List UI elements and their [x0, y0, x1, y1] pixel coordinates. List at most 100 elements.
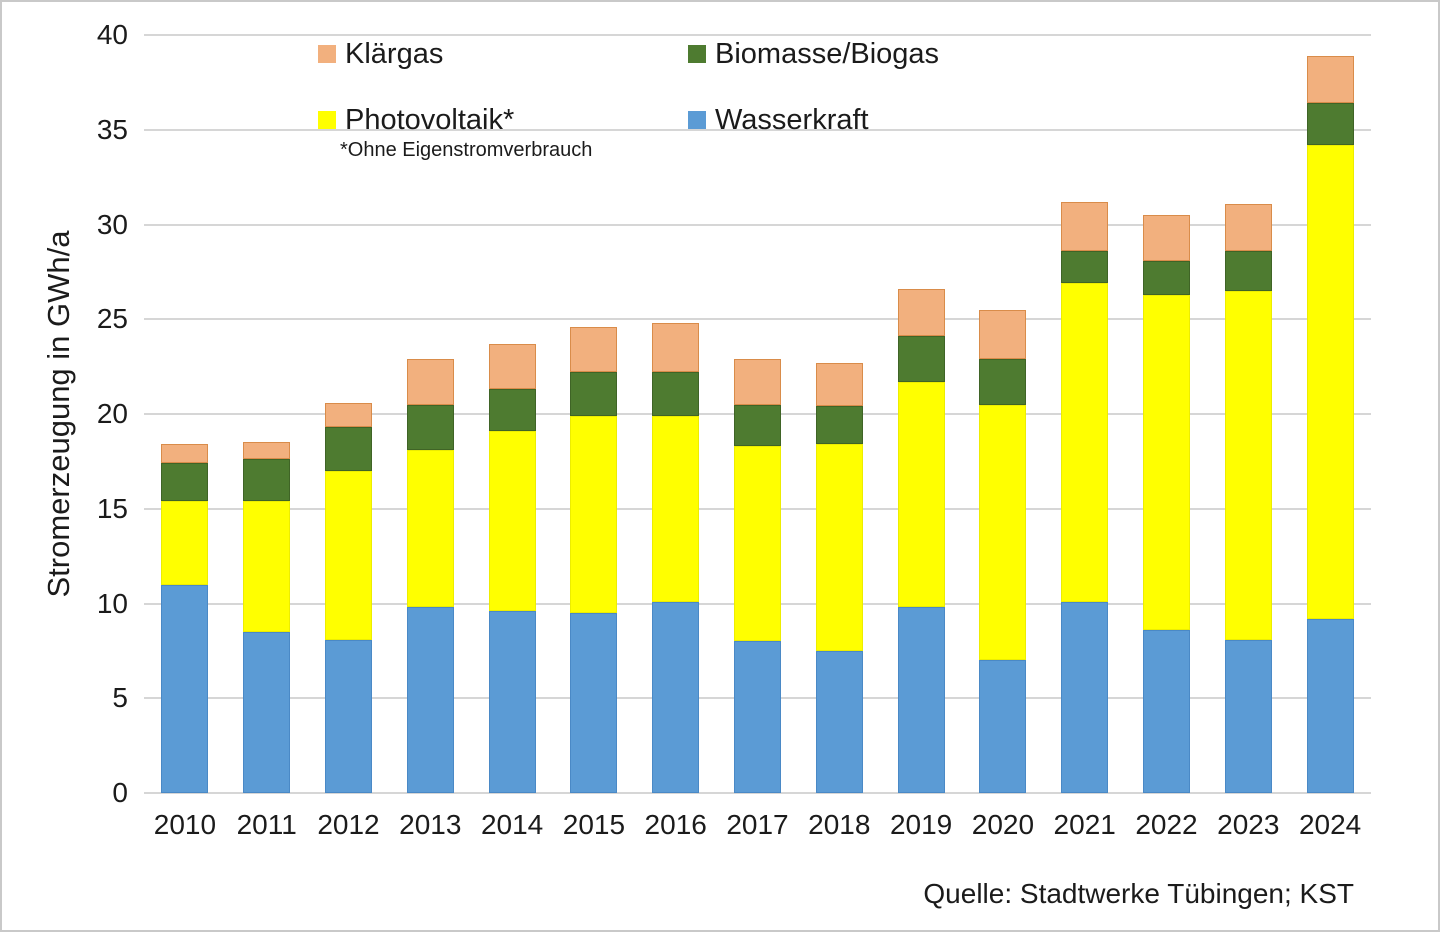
x-tick-label-2024: 2024 — [1298, 809, 1362, 840]
bar-segment-2011-photovoltaik — [243, 501, 291, 632]
bar-segment-2019-photovoltaik — [897, 381, 945, 608]
bar-segment-2013-photovoltaik — [406, 450, 454, 608]
bar-segment-2010-wasserkraft — [161, 584, 209, 793]
y-tick-label-35: 35 — [96, 113, 128, 145]
bar-segment-2024-photovoltaik — [1306, 144, 1354, 619]
gridline-40 — [144, 34, 1371, 36]
source-caption: Quelle: Stadtwerke Tübingen; KST — [923, 878, 1354, 909]
bar-segment-2018-wasserkraft — [815, 650, 863, 793]
bar-segment-2016-biomasse-biogas — [652, 372, 700, 416]
gridline-0 — [144, 792, 1371, 794]
bar-segment-2021-photovoltaik — [1061, 283, 1109, 602]
legend-swatch-wasserkraft — [688, 111, 706, 129]
bar-segment-2021-biomasse-biogas — [1061, 251, 1109, 284]
bar-segment-2022-biomasse-biogas — [1143, 260, 1190, 295]
legend-swatch-biomasse-biogas — [688, 45, 706, 63]
legend-item-wasserkraft: Wasserkraft — [688, 103, 869, 137]
gridline-25 — [144, 318, 1371, 321]
bar-segment-2012-biomasse-biogas — [325, 427, 372, 471]
bar-segment-2010-biomasse-biogas — [161, 463, 209, 502]
legend-swatch-klaergas — [318, 45, 336, 63]
bar-segment-2015-wasserkraft — [570, 612, 618, 793]
bar-segment-2014-wasserkraft — [488, 611, 536, 793]
bar-segment-2010-photovoltaik — [161, 501, 209, 585]
bar-segment-2017-photovoltaik — [734, 446, 781, 642]
bar-segment-2019-kl-rgas — [897, 288, 945, 337]
bar-segment-2017-kl-rgas — [734, 359, 781, 405]
bar-segment-2011-kl-rgas — [243, 442, 291, 460]
bar-segment-2013-kl-rgas — [406, 359, 454, 405]
y-tick-label-10: 10 — [96, 587, 128, 619]
legend-label-photovoltaik: Photovoltaik* — [345, 103, 515, 136]
x-tick-label-2018: 2018 — [808, 809, 871, 840]
bar-segment-2019-wasserkraft — [897, 607, 945, 793]
bar-segment-2016-kl-rgas — [652, 323, 700, 373]
bar-segment-2012-kl-rgas — [325, 402, 372, 428]
bar-segment-2011-wasserkraft — [243, 631, 291, 793]
bar-segment-2015-kl-rgas — [570, 326, 618, 373]
y-tick-label-15: 15 — [96, 492, 128, 524]
bar-segment-2020-photovoltaik — [979, 404, 1027, 661]
legend-item-biomasse-biogas: Biomasse/Biogas — [688, 37, 939, 71]
bar-segment-2018-biomasse-biogas — [815, 406, 863, 445]
bar-segment-2014-biomasse-biogas — [488, 389, 536, 432]
legend-footnote: *Ohne Eigenstromverbrauch — [340, 139, 593, 161]
x-tick-label-2010: 2010 — [153, 809, 217, 840]
bar-segment-2016-wasserkraft — [652, 601, 700, 793]
bar-segment-2022-kl-rgas — [1143, 215, 1190, 261]
bar-segment-2011-biomasse-biogas — [243, 459, 291, 502]
bar-segment-2023-kl-rgas — [1224, 203, 1272, 252]
x-tick-label-2011: 2011 — [236, 809, 297, 840]
y-tick-label-40: 40 — [96, 19, 128, 50]
legend-label-wasserkraft: Wasserkraft — [715, 103, 869, 136]
bar-segment-2018-photovoltaik — [815, 444, 863, 651]
x-tick-label-2019: 2019 — [889, 809, 953, 840]
x-tick-label-2022: 2022 — [1135, 809, 1198, 840]
x-tick-label-2021: 2021 — [1053, 809, 1116, 840]
x-tick-label-2020: 2020 — [971, 809, 1035, 840]
bar-segment-2024-kl-rgas — [1306, 55, 1354, 104]
x-tick-label-2012: 2012 — [317, 809, 380, 840]
x-tick-label-2017: 2017 — [726, 809, 789, 840]
bar-segment-2020-kl-rgas — [979, 309, 1027, 360]
bar-segment-2010-kl-rgas — [161, 444, 209, 464]
legend-item-photovoltaik: Photovoltaik* — [318, 103, 514, 137]
bar-segment-2023-photovoltaik — [1224, 290, 1272, 640]
x-tick-label-2015: 2015 — [562, 809, 626, 840]
bar-segment-2017-biomasse-biogas — [734, 404, 781, 447]
legend-swatch-photovoltaik — [318, 111, 336, 129]
bar-segment-2023-biomasse-biogas — [1224, 251, 1272, 291]
bar-segment-2020-wasserkraft — [979, 660, 1027, 793]
legend-label-biomasse-biogas: Biomasse/Biogas — [715, 37, 940, 70]
x-tick-label-2016: 2016 — [644, 809, 707, 840]
bar-segment-2022-photovoltaik — [1143, 294, 1190, 631]
bar-segment-2012-wasserkraft — [325, 639, 372, 793]
bar-segment-2017-wasserkraft — [734, 641, 781, 793]
legend-label-klaergas: Klärgas — [345, 37, 444, 70]
bar-segment-2021-wasserkraft — [1061, 601, 1109, 793]
y-tick-label-20: 20 — [96, 398, 128, 429]
bar-segment-2014-photovoltaik — [488, 431, 536, 612]
gridline-30 — [144, 223, 1371, 226]
bar-segment-2015-photovoltaik — [570, 415, 618, 613]
gridline-35 — [144, 128, 1371, 131]
legend-item-klaergas: Klärgas — [318, 37, 443, 71]
bar-segment-2018-kl-rgas — [815, 362, 863, 407]
bar-segment-2022-wasserkraft — [1143, 630, 1190, 793]
bar-segment-2021-kl-rgas — [1061, 201, 1109, 252]
y-tick-label-0: 0 — [112, 777, 128, 808]
bar-segment-2019-biomasse-biogas — [897, 336, 945, 382]
plot-area — [144, 34, 1371, 794]
bar-segment-2014-kl-rgas — [488, 343, 536, 390]
x-tick-label-2014: 2014 — [480, 809, 544, 840]
x-tick-label-2013: 2013 — [399, 809, 462, 840]
x-tick-label-2023: 2023 — [1217, 809, 1280, 840]
y-tick-label-5: 5 — [112, 682, 128, 714]
bar-segment-2024-wasserkraft — [1306, 618, 1354, 793]
bar-segment-2013-biomasse-biogas — [406, 404, 454, 451]
bar-segment-2015-biomasse-biogas — [570, 372, 618, 416]
bar-segment-2020-biomasse-biogas — [979, 359, 1027, 405]
y-tick-label-30: 30 — [96, 208, 128, 240]
bar-segment-2012-photovoltaik — [325, 470, 372, 640]
